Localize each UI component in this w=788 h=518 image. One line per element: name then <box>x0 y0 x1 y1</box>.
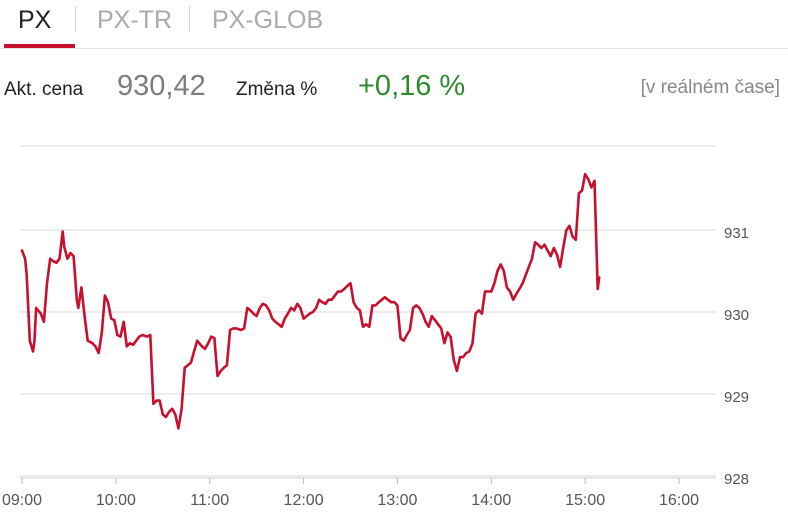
x-tick-label: 13:00 <box>377 492 417 509</box>
active-tab-indicator <box>4 44 75 48</box>
x-tick-label: 10:00 <box>96 492 136 509</box>
quote-summary: Akt. cena 930,42 Změna % +0,16 % [v reál… <box>0 68 788 108</box>
x-tick-label: 12:00 <box>284 492 324 509</box>
x-tick-label: 14:00 <box>471 492 511 509</box>
series-line <box>20 172 601 430</box>
y-tick-label: 928 <box>724 471 749 488</box>
change-value: +0,16 % <box>358 70 466 102</box>
x-tick-label: 16:00 <box>659 492 699 509</box>
x-tick-label: 11:00 <box>190 492 229 509</box>
price-value: 930,42 <box>117 70 206 102</box>
tab-divider <box>189 6 190 32</box>
tab-px[interactable]: PX <box>18 6 52 34</box>
tab-divider <box>75 6 76 32</box>
tab-px-tr[interactable]: PX-TR <box>97 6 172 34</box>
x-tick-label: 09:00 <box>2 492 42 509</box>
realtime-indicator: [v reálném čase] <box>640 77 780 98</box>
change-label: Změna % <box>236 79 318 100</box>
index-tabs: PX PX-TR PX-GLOB <box>0 0 788 49</box>
y-tick-label: 930 <box>724 307 749 324</box>
tab-px-glob[interactable]: PX-GLOB <box>212 6 324 34</box>
x-tick-label: 15:00 <box>565 492 605 509</box>
price-label: Akt. cena <box>4 79 84 100</box>
y-tick-label: 931 <box>724 225 749 242</box>
y-tick-label: 929 <box>724 389 749 406</box>
